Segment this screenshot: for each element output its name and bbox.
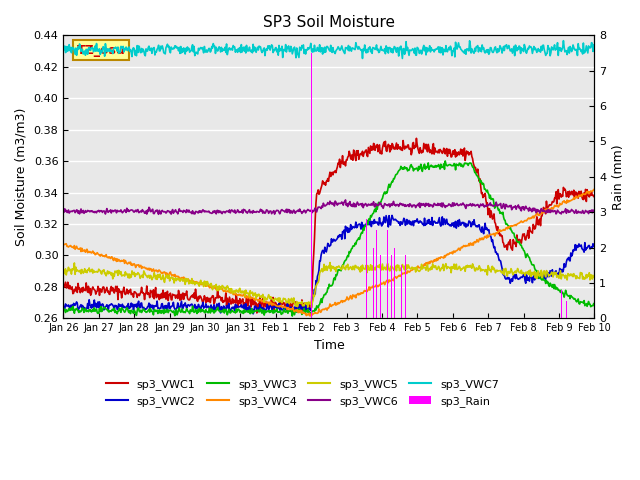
Bar bbox=[366, 219, 367, 318]
Bar bbox=[369, 265, 370, 318]
Bar bbox=[405, 254, 406, 318]
Bar bbox=[380, 254, 381, 318]
Bar bbox=[391, 254, 392, 318]
Bar bbox=[394, 248, 395, 318]
Bar bbox=[347, 60, 348, 318]
Bar bbox=[417, 297, 418, 318]
Title: SP3 Soil Moisture: SP3 Soil Moisture bbox=[263, 15, 395, 30]
Bar bbox=[311, 53, 312, 318]
Bar bbox=[409, 276, 410, 318]
Bar bbox=[397, 230, 398, 318]
X-axis label: Time: Time bbox=[314, 339, 344, 352]
Bar bbox=[383, 240, 384, 318]
Bar bbox=[401, 265, 402, 318]
Bar bbox=[355, 254, 356, 318]
Legend: sp3_VWC1, sp3_VWC2, sp3_VWC3, sp3_VWC4, sp3_VWC5, sp3_VWC6, sp3_VWC7, sp3_Rain: sp3_VWC1, sp3_VWC2, sp3_VWC3, sp3_VWC4, … bbox=[101, 375, 503, 411]
Bar bbox=[352, 230, 353, 318]
Y-axis label: Soil Moisture (m3/m3): Soil Moisture (m3/m3) bbox=[15, 108, 28, 246]
Y-axis label: Rain (mm): Rain (mm) bbox=[612, 144, 625, 210]
Bar bbox=[361, 240, 362, 318]
Bar bbox=[376, 230, 377, 318]
Bar bbox=[373, 248, 374, 318]
Text: TZ_osu: TZ_osu bbox=[77, 44, 125, 57]
Bar bbox=[387, 230, 388, 318]
